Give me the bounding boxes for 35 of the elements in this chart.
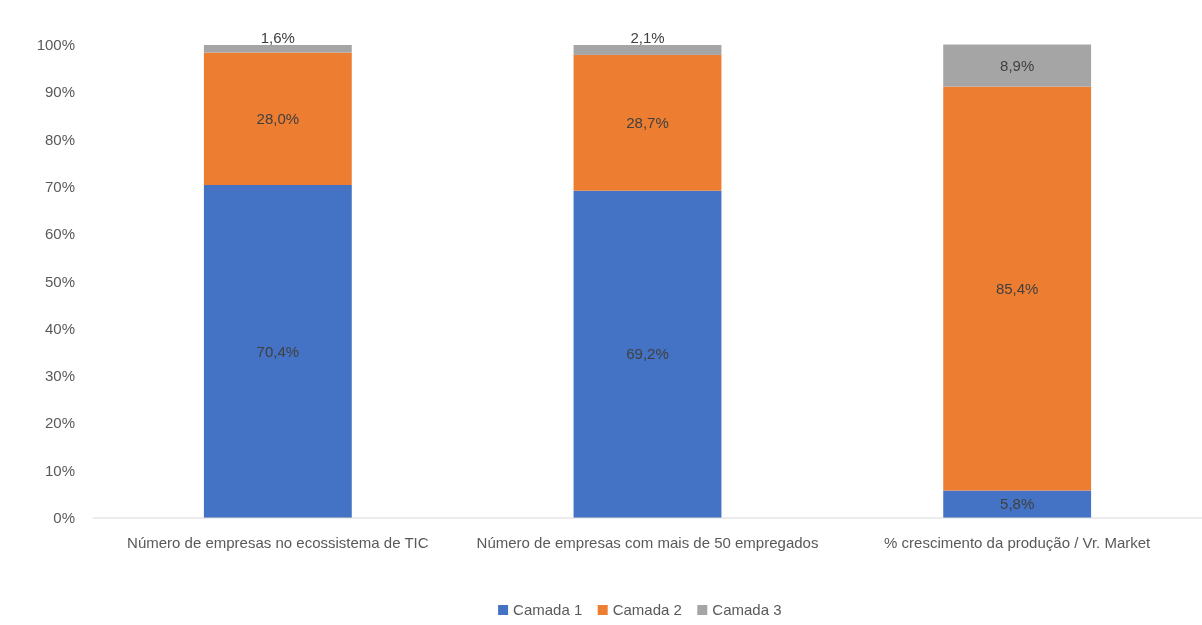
x-tick-label: Número de empresas no ecossistema de TIC [127,534,429,551]
bar [203,52,352,186]
x-tick-label: Número de empresas com mais de 50 empregados [476,534,819,551]
data-label: 69,2% [626,345,669,363]
y-tick-label: 50% [44,272,75,290]
bar [943,86,1092,491]
data-label: 28,7% [626,113,669,131]
legend-label: Camada 2 [612,601,682,618]
y-tick-label: 30% [44,367,75,385]
bar [943,44,1092,87]
y-tick-label: 10% [44,461,75,479]
data-label: 8,9% [1000,56,1035,74]
bar [943,490,1092,518]
y-tick-label: 90% [44,83,75,101]
data-label: 85,4% [995,279,1039,297]
y-tick-label: 70% [44,177,75,195]
y-tick-label: 0% [53,509,75,526]
y-tick-label: 80% [44,130,75,148]
bar [573,45,722,55]
data-label: 70,4% [256,342,300,360]
bar [203,45,352,53]
bar [573,190,722,518]
y-tick-label: 20% [44,414,75,432]
bar [573,54,722,191]
y-tick-label: 60% [44,225,75,243]
bar [203,185,352,518]
x-tick-label: % crescimento da produção / Vr. Market [884,534,1152,551]
y-tick-label: 100% [36,36,75,53]
data-label: 1,6% [260,29,295,46]
data-label: 28,0% [256,109,300,127]
legend-label: Camada 1 [513,601,583,618]
legend-label: Camada 3 [712,601,782,618]
data-label: 5,8% [1000,495,1035,513]
y-tick-label: 40% [44,319,75,337]
data-label: 2,1% [630,29,665,46]
